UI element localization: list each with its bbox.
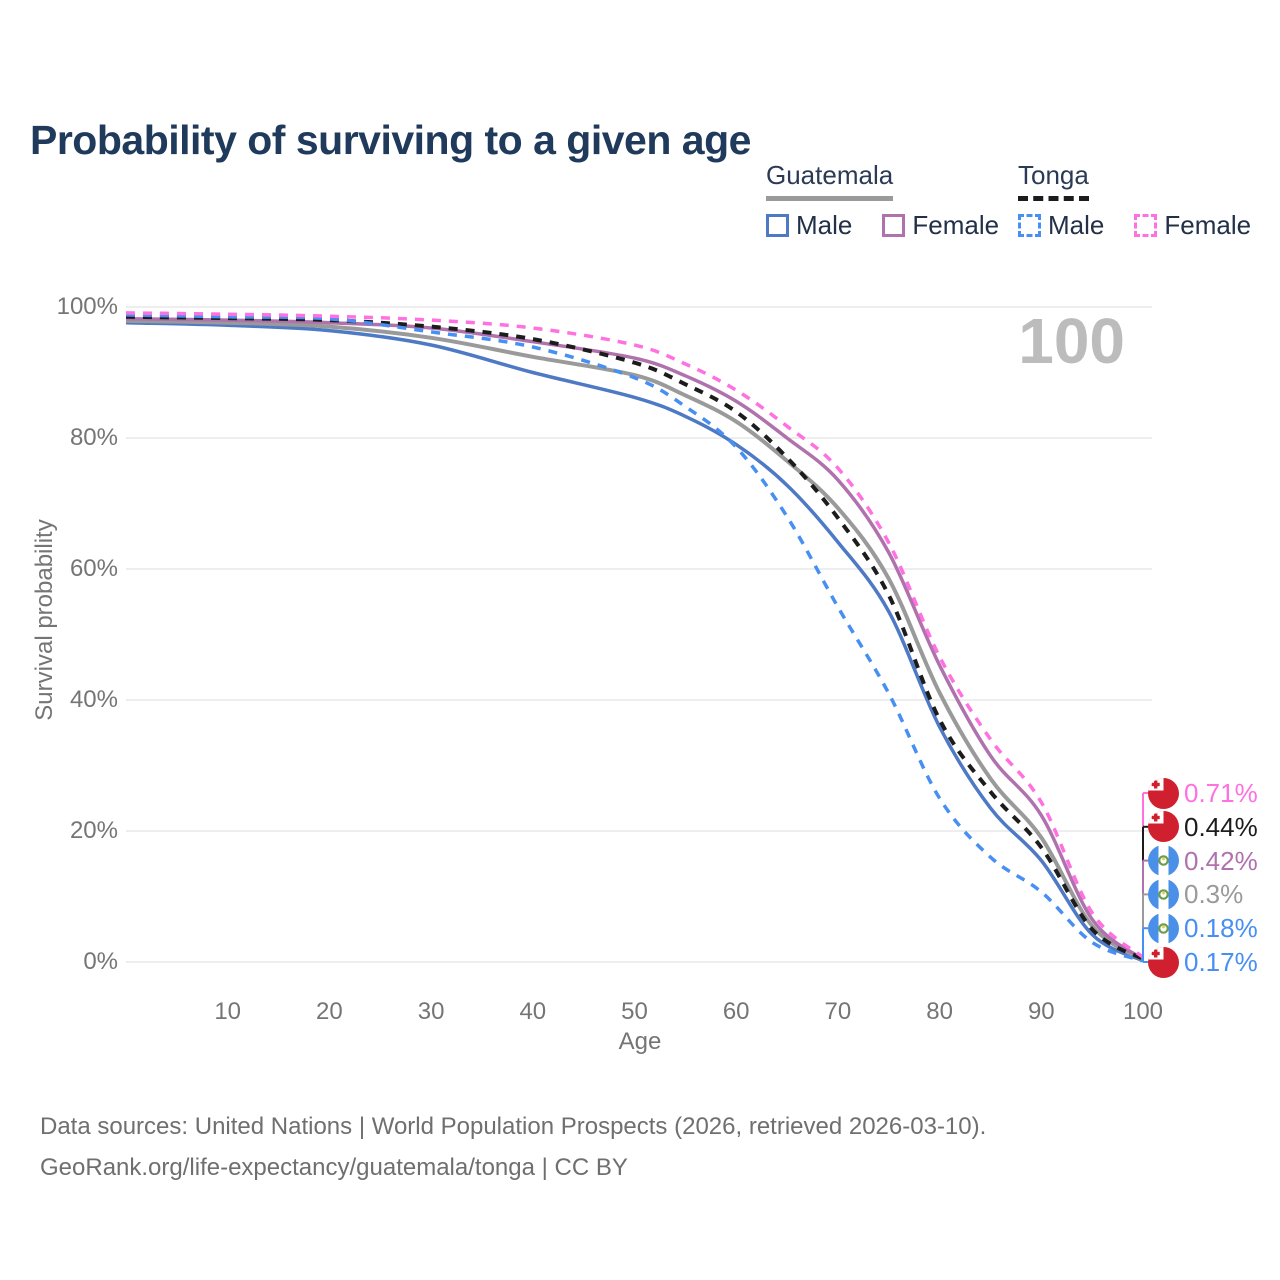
end-label-row[interactable]: 0.42%	[1148, 845, 1258, 877]
curve-guatemala-male[interactable]	[125, 320, 1144, 963]
legend-item-guatemala-female[interactable]: Female	[882, 210, 999, 241]
end-label-row[interactable]: 0.17%	[1148, 946, 1258, 978]
end-label-value: 0.44%	[1184, 811, 1258, 842]
guatemala-male-swatch-icon	[766, 214, 789, 237]
tonga-flag-icon	[1148, 946, 1179, 978]
guatemala-female-swatch-icon	[882, 214, 906, 237]
legend-label: Female	[912, 210, 1000, 240]
page-title: Probability of surviving to a given age	[30, 117, 751, 164]
end-label-value: 0.71%	[1184, 778, 1258, 808]
x-tick-label: 10	[214, 998, 242, 1025]
x-tick-label: 40	[519, 998, 547, 1025]
legend-label: Male	[796, 210, 853, 240]
end-label-value: 0.17%	[1184, 947, 1258, 977]
footer-line-2[interactable]: GeoRank.org/life-expectancy/guatemala/to…	[40, 1154, 628, 1182]
legend-label: Female	[1164, 210, 1252, 240]
x-tick-label: 60	[722, 998, 750, 1025]
curve-tonga-overall[interactable]	[125, 314, 1145, 961]
x-tick-label: 20	[316, 998, 343, 1025]
end-label-row[interactable]: 0.18%	[1148, 912, 1258, 944]
tonga-male-swatch-icon	[1018, 214, 1041, 237]
y-tick-label: 0%	[83, 948, 118, 975]
y-tick-label: 60%	[69, 555, 118, 582]
x-axis-title: Age	[618, 1028, 662, 1055]
legend-heading-guatemala[interactable]: Guatemala	[766, 160, 894, 201]
legend-group-guatemala: Guatemala Male Female	[766, 160, 1021, 241]
end-label-value: 0.3%	[1184, 879, 1244, 910]
end-label-row[interactable]: 0.71%	[1148, 777, 1258, 809]
tonga-flag-icon	[1148, 811, 1179, 843]
legend-group-tonga: Tonga Male Female	[1018, 160, 1273, 241]
tonga-flag-icon	[1148, 777, 1179, 809]
x-tick-label: 30	[417, 998, 445, 1025]
x-tick-label: 70	[824, 998, 852, 1025]
guatemala-flag-icon	[1148, 912, 1179, 944]
age-counter-watermark: 100	[1018, 305, 1125, 377]
legend-heading-tonga[interactable]: Tonga	[1018, 160, 1089, 201]
data-sources-footer: Data sources: United Nations | World Pop…	[40, 1106, 986, 1189]
guatemala-flag-icon	[1148, 845, 1179, 877]
end-label-value: 0.18%	[1184, 913, 1258, 944]
legend-item-guatemala-male[interactable]: Male	[766, 210, 852, 241]
y-tick-label: 100%	[56, 293, 118, 320]
curve-guatemala-overall[interactable]	[125, 318, 1145, 962]
x-tick-label: 80	[926, 998, 953, 1025]
curve-tonga-male[interactable]	[125, 313, 1144, 963]
curve-guatemala-female[interactable]	[125, 317, 1145, 961]
legend-label: Male	[1048, 210, 1105, 240]
end-label-row[interactable]: 0.44%	[1148, 811, 1258, 843]
y-tick-label: 40%	[69, 686, 118, 713]
x-tick-label: 90	[1027, 998, 1055, 1025]
curve-tonga-female[interactable]	[125, 311, 1145, 959]
footer-line-1: Data sources: United Nations | World Pop…	[40, 1113, 987, 1140]
x-tick-label: 100	[1122, 998, 1164, 1025]
tonga-female-swatch-icon	[1134, 214, 1158, 237]
y-tick-label: 20%	[69, 817, 118, 844]
guatemala-flag-icon	[1148, 878, 1179, 910]
legend-item-tonga-female[interactable]: Female	[1134, 210, 1251, 241]
legend-item-tonga-male[interactable]: Male	[1018, 210, 1104, 241]
end-label-value: 0.42%	[1184, 845, 1258, 876]
x-tick-label: 50	[621, 998, 648, 1025]
y-tick-label: 80%	[69, 424, 118, 451]
end-label-row[interactable]: 0.3%	[1148, 878, 1243, 910]
